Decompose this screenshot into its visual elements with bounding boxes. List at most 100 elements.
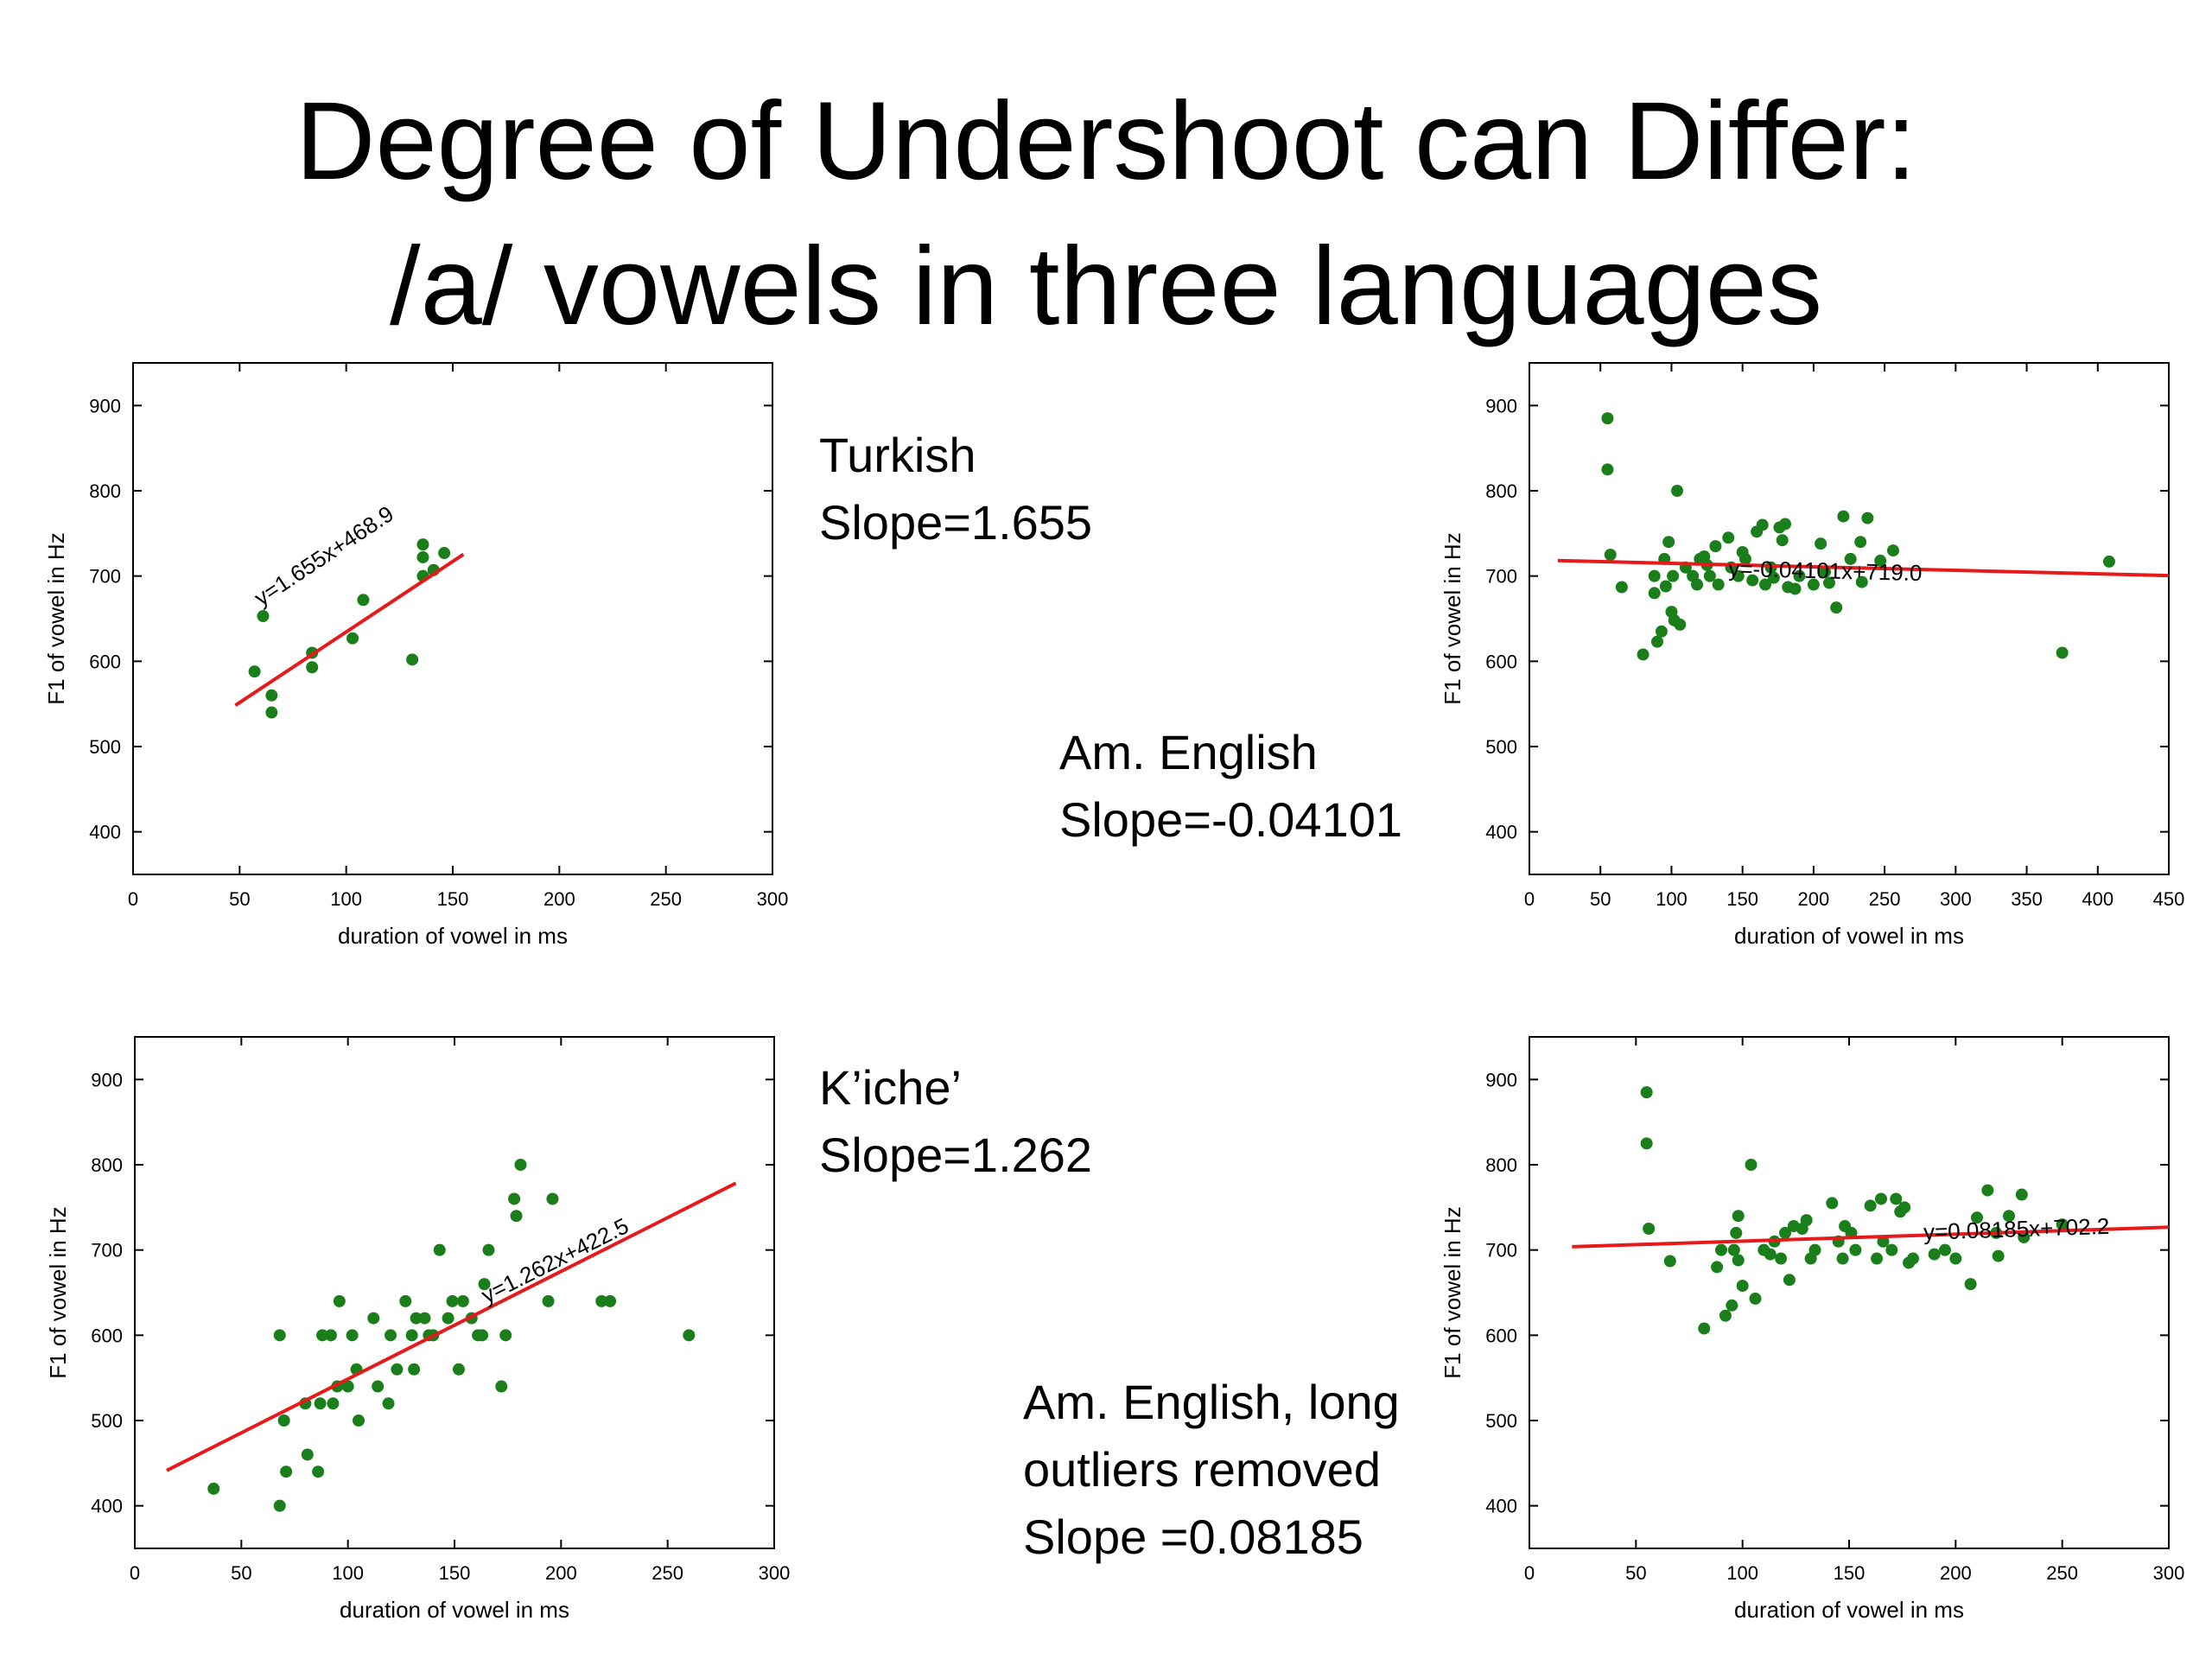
x-tick-label: 150 — [1726, 888, 1758, 910]
data-point — [1807, 578, 1820, 591]
y-axis-label: F1 of vowel in Hz — [1440, 532, 1465, 704]
x-tick-label: 150 — [439, 1562, 471, 1584]
english-name: Am. English — [1059, 725, 1318, 779]
data-point — [595, 1294, 608, 1307]
plot-frame — [132, 362, 773, 875]
data-point — [1732, 569, 1745, 582]
regression-equation: y=1.655x+468.9 — [250, 500, 398, 611]
data-point — [301, 1448, 314, 1461]
data-point — [1722, 531, 1735, 544]
data-point — [333, 1294, 346, 1307]
y-tick-label: 800 — [1485, 480, 1517, 502]
x-tick-label: 350 — [2011, 888, 2043, 910]
data-point — [1651, 635, 1663, 648]
data-point — [499, 1329, 512, 1342]
data-point — [495, 1380, 508, 1393]
plot-frame — [1529, 1036, 2170, 1549]
y-tick-label: 900 — [1485, 1069, 1517, 1090]
data-point — [2056, 646, 2069, 659]
english-trimmed-scatter-chart: 0 50 100 150 200 250 300 400 500 600 700 800 900 dura… — [1440, 1036, 2184, 1623]
x-tick-label: 300 — [759, 1562, 791, 1584]
data-point — [265, 689, 278, 702]
x-tick-label: 150 — [437, 888, 469, 910]
data-point — [1640, 1137, 1653, 1150]
data-point — [1698, 1322, 1711, 1335]
data-point — [1648, 587, 1661, 600]
turkish-caption: Turkish Slope=1.655 — [819, 422, 1092, 556]
data-point — [1844, 552, 1857, 565]
data-point — [1764, 1248, 1777, 1261]
english-slope: Slope=-0.04101 — [1059, 792, 1403, 847]
data-point — [372, 1380, 385, 1393]
data-point — [306, 661, 319, 674]
x-tick-label: 50 — [1590, 888, 1611, 910]
regression-equation: y=0.08185x+702.2 — [1923, 1213, 2110, 1245]
data-point — [399, 1294, 412, 1307]
data-point — [1864, 1199, 1877, 1212]
y-tick-label: 500 — [91, 1410, 123, 1432]
data-point — [508, 1192, 521, 1205]
data-point — [1789, 582, 1802, 595]
data-point — [1674, 618, 1687, 631]
data-point — [438, 547, 451, 560]
x-axis-label: duration of vowel in ms — [340, 1597, 569, 1623]
y-tick-label: 600 — [89, 651, 121, 672]
x-tick-label: 0 — [128, 888, 138, 910]
kiche-caption: K’iche’ Slope=1.262 — [819, 1054, 1092, 1189]
data-point — [1849, 1243, 1862, 1256]
data-point — [1726, 1299, 1738, 1312]
english-trimmed-line-3: Slope =0.08185 — [1023, 1510, 1363, 1564]
y-tick-label: 700 — [1485, 1240, 1517, 1262]
data-point — [1727, 1243, 1740, 1256]
x-tick-label: 200 — [545, 1562, 577, 1584]
data-point — [1885, 1243, 1898, 1256]
y-tick-label: 700 — [89, 566, 121, 588]
data-point — [385, 1329, 397, 1342]
data-point — [1877, 1235, 1890, 1248]
data-point — [2018, 1230, 2031, 1243]
data-point — [277, 1414, 290, 1427]
y-axis-label: F1 of vowel in Hz — [1440, 1206, 1465, 1378]
data-point — [367, 1312, 380, 1325]
data-point — [1871, 1252, 1884, 1265]
data-point — [2056, 1218, 2069, 1231]
data-point — [510, 1210, 523, 1223]
data-point — [476, 1329, 489, 1342]
data-point — [416, 538, 429, 551]
y-tick-label: 900 — [91, 1069, 123, 1090]
data-point — [1992, 1249, 2005, 1262]
english-trimmed-line-1: Am. English, long — [1023, 1375, 1400, 1429]
x-tick-label: 400 — [2082, 888, 2113, 910]
plot-frame — [134, 1036, 775, 1549]
data-point — [1715, 1243, 1727, 1256]
x-axis-label: duration of vowel in ms — [338, 923, 568, 949]
data-point — [1671, 485, 1684, 497]
data-point — [1601, 412, 1614, 425]
turkish-scatter-chart: 0 50 100 150 200 250 300 400 500 600 700 800 900 dura… — [43, 362, 788, 949]
data-point — [1730, 1226, 1743, 1239]
x-tick-label: 50 — [229, 888, 250, 910]
data-point — [478, 1278, 491, 1291]
y-tick-label: 800 — [1485, 1154, 1517, 1176]
data-point — [273, 1499, 286, 1512]
x-tick-label: 0 — [1524, 888, 1535, 910]
data-point — [1949, 1252, 1962, 1265]
y-tick-label: 400 — [1485, 822, 1517, 843]
y-tick-label: 700 — [1485, 566, 1517, 588]
data-point — [391, 1363, 404, 1376]
regression-line — [1572, 1225, 2170, 1249]
data-point — [1898, 1201, 1911, 1214]
data-point — [1822, 576, 1835, 589]
data-point — [456, 1294, 469, 1307]
data-point — [1667, 569, 1680, 582]
data-point — [452, 1363, 465, 1376]
data-point — [416, 550, 429, 563]
y-tick-label: 600 — [1485, 651, 1517, 672]
data-point — [1643, 1223, 1656, 1235]
data-point — [1756, 518, 1769, 531]
data-point — [1779, 518, 1791, 531]
data-point — [1604, 549, 1617, 561]
data-point — [1732, 1210, 1745, 1223]
x-tick-label: 100 — [1656, 888, 1688, 910]
data-point — [1854, 536, 1867, 549]
